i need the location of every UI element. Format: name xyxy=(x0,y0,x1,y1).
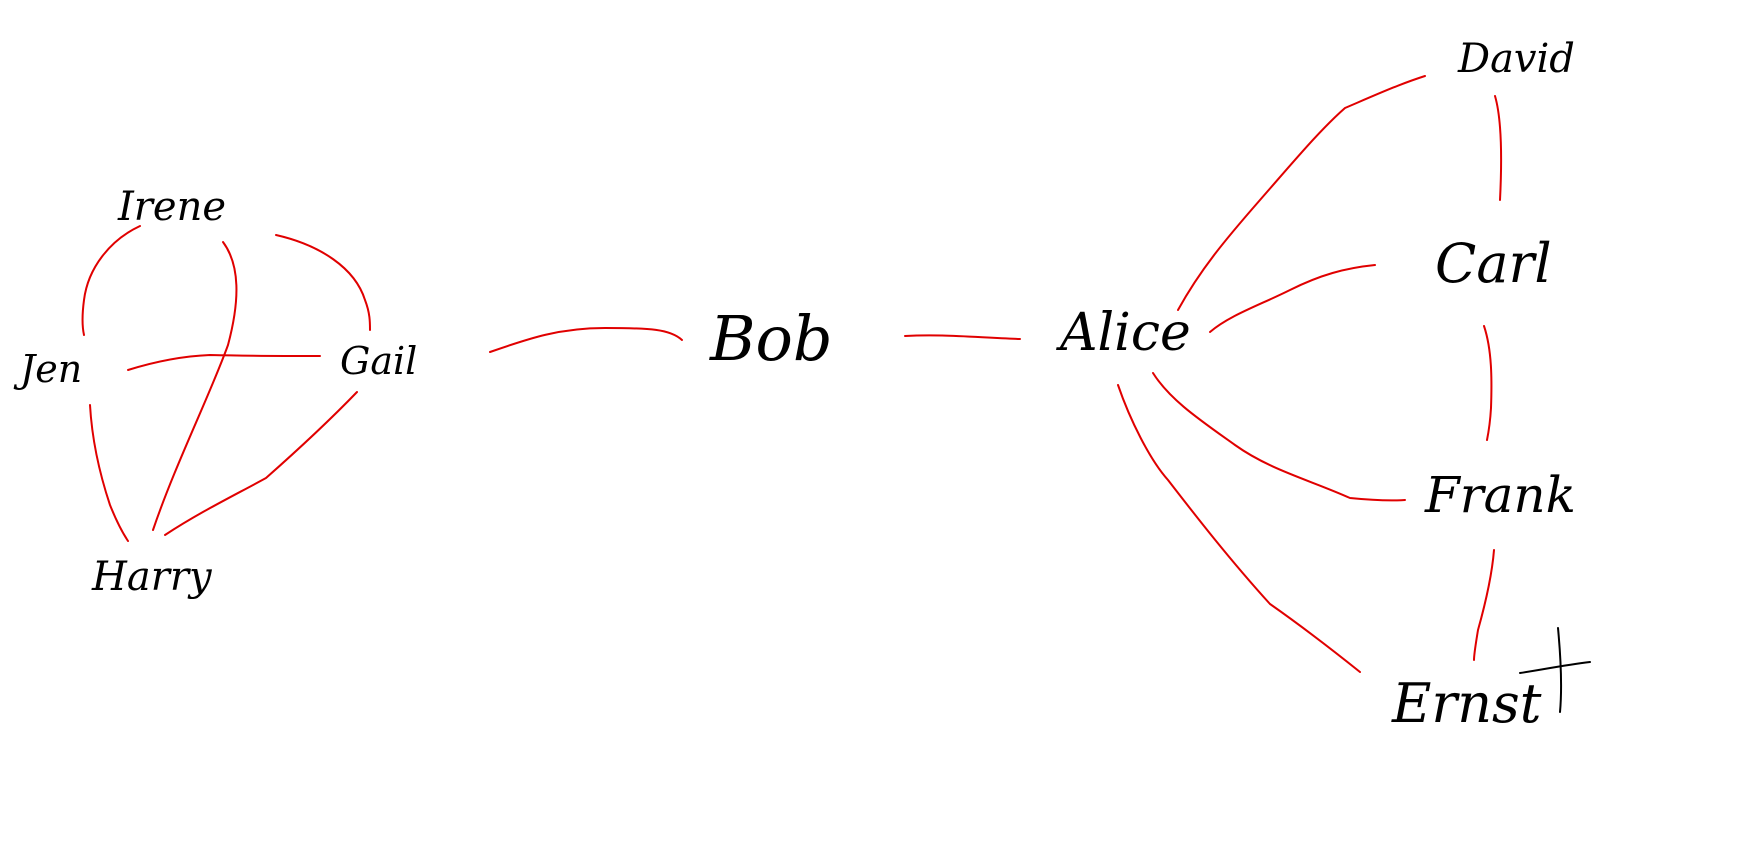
edge-jen-harry xyxy=(89,404,129,542)
edge-gail-bob xyxy=(489,327,683,353)
cross-mark xyxy=(1519,627,1591,713)
node-label-harry: Harry xyxy=(91,554,213,600)
edge-jen-gail xyxy=(127,354,321,371)
edge-gail-harry xyxy=(164,391,358,536)
node-label-irene: Irene xyxy=(117,184,226,230)
node-label-david: David xyxy=(1457,36,1575,82)
edge-david-carl xyxy=(1494,95,1503,201)
node-label-frank: Frank xyxy=(1424,466,1576,524)
edge-irene-gail xyxy=(275,234,371,331)
node-label-carl: Carl xyxy=(1435,232,1552,295)
edge-alice-frank xyxy=(1152,372,1406,502)
nodes: Irene Jen Gail Harry Bob Alice David Car… xyxy=(13,36,1576,735)
node-label-bob: Bob xyxy=(709,302,833,375)
edges xyxy=(81,75,1503,673)
edge-bob-alice xyxy=(904,334,1021,340)
edge-alice-ernst xyxy=(1117,384,1361,673)
edge-irene-jen xyxy=(81,225,141,336)
node-label-gail: Gail xyxy=(340,339,417,383)
edge-alice-david xyxy=(1177,75,1426,311)
node-label-alice: Alice xyxy=(1056,303,1191,363)
edge-frank-ernst xyxy=(1473,549,1495,661)
edge-alice-carl xyxy=(1209,264,1376,333)
node-label-jen: Jen xyxy=(13,347,82,391)
edge-irene-harry xyxy=(152,241,238,531)
node-label-ernst: Ernst xyxy=(1391,672,1542,735)
edge-carl-frank xyxy=(1483,325,1493,441)
